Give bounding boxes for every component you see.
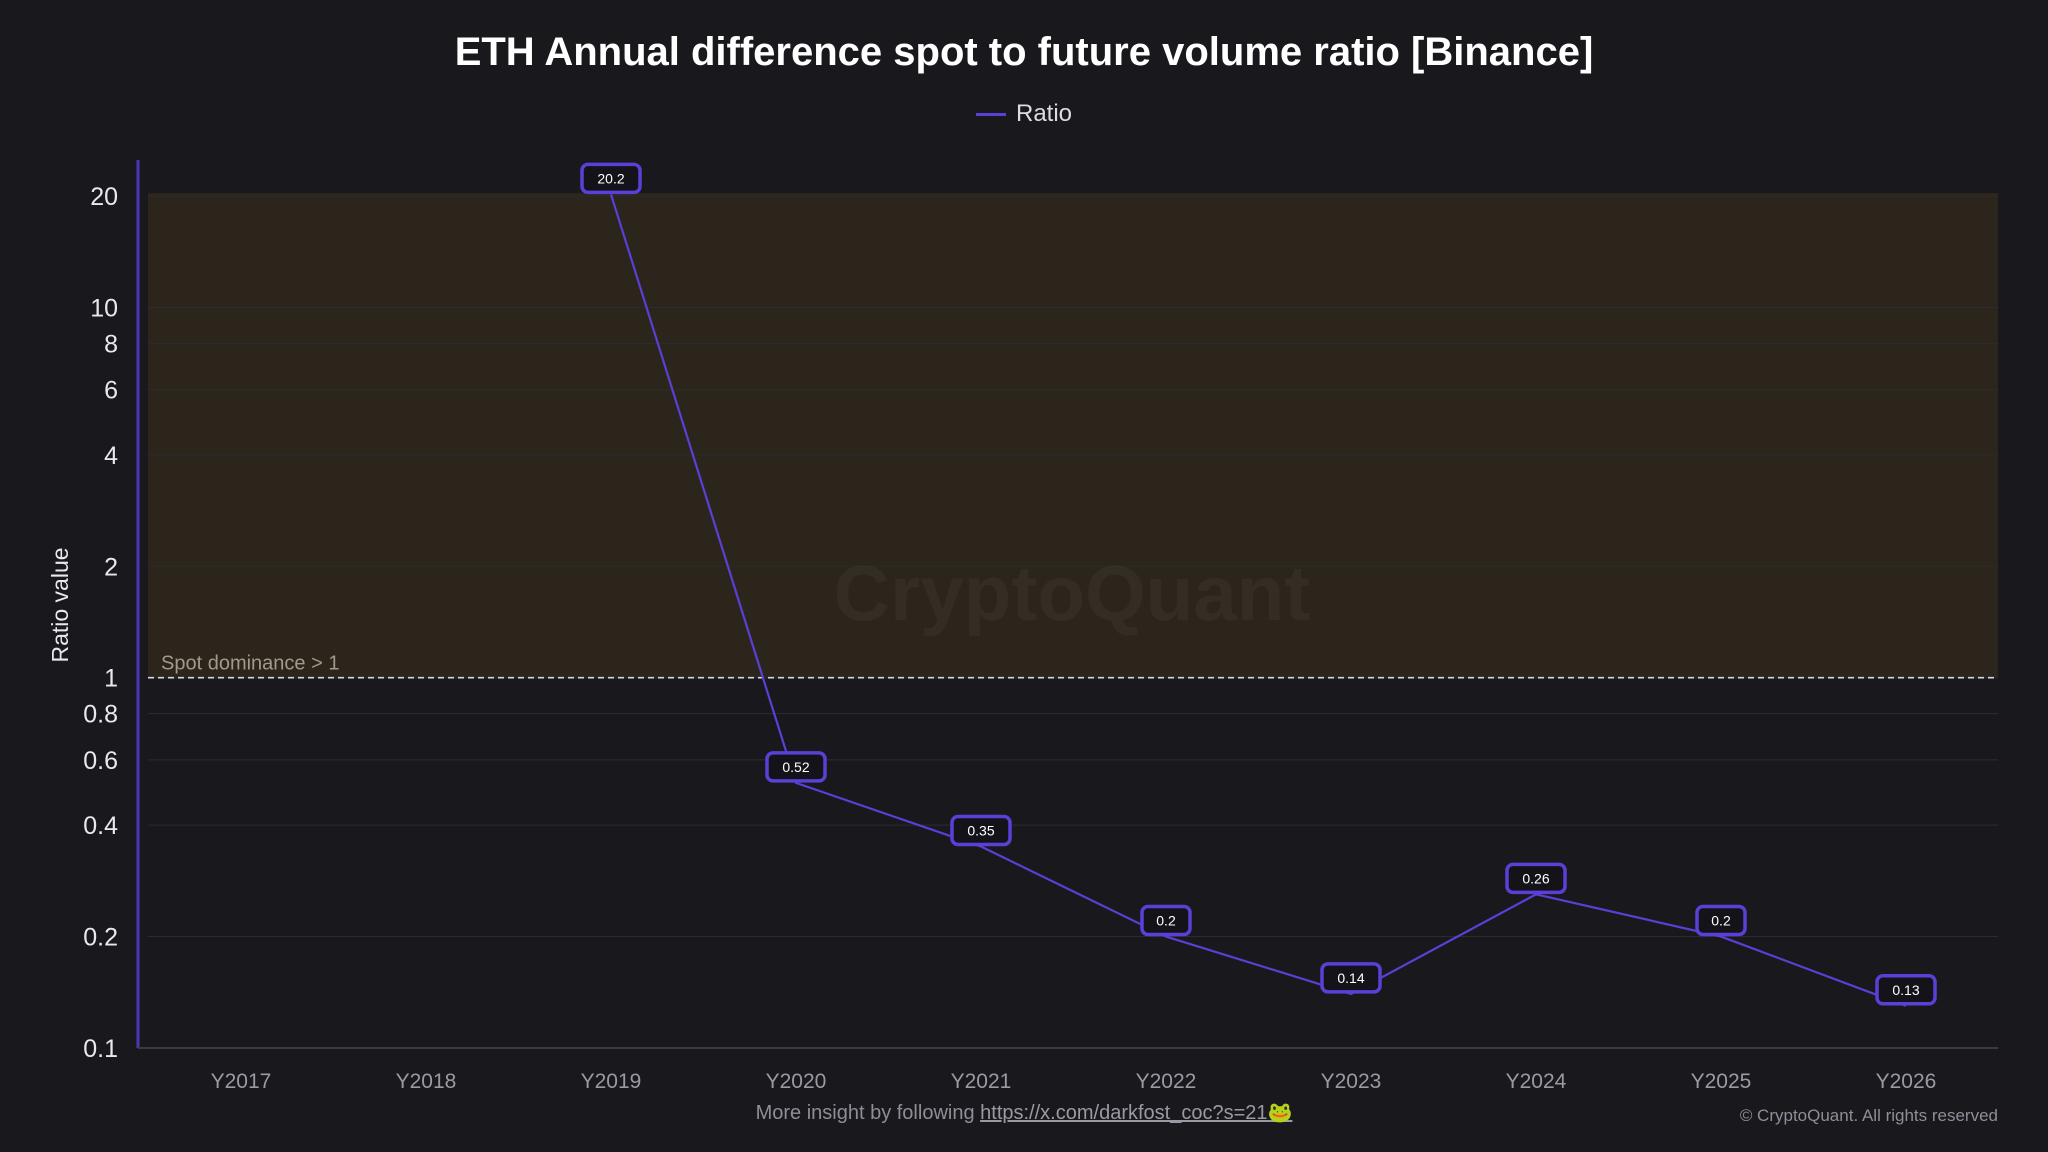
data-label: 0.2 (1156, 913, 1176, 929)
x-tick-label: Y2020 (766, 1070, 827, 1093)
data-point-marker (1875, 974, 1937, 1006)
data-point-marker (1695, 904, 1747, 937)
data-label: 0.26 (1522, 870, 1549, 886)
y-tick-label: 20 (90, 183, 118, 211)
y-tick-label: 0.1 (83, 1035, 118, 1063)
chart-title: ETH Annual difference spot to future vol… (454, 30, 1594, 74)
data-label: 0.2 (1711, 913, 1731, 929)
legend-swatch-ratio (975, 112, 1006, 116)
x-tick-label: Y2017 (211, 1070, 272, 1093)
threshold-label: Spot dominance > 1 (161, 653, 339, 675)
y-tick-label: 1 (104, 665, 118, 693)
y-axis-title: Ratio value (47, 547, 73, 662)
y-tick-label: 8 (104, 330, 118, 358)
x-tick-label: Y2019 (581, 1070, 642, 1093)
x-tick-label: Y2026 (1876, 1070, 1937, 1093)
legend[interactable]: Ratio (0, 100, 2048, 128)
data-point-marker (1320, 962, 1382, 994)
y-tick-label: 0.6 (83, 747, 118, 775)
data-point-marker (1505, 862, 1567, 895)
x-tick-label: Y2023 (1321, 1070, 1382, 1093)
y-tick-label: 4 (104, 442, 118, 470)
series-line-ratio (609, 194, 1907, 1007)
data-point-marker (580, 162, 642, 195)
x-tick-label: Y2024 (1506, 1070, 1567, 1093)
x-tick-label: Y2018 (396, 1070, 457, 1093)
data-point-marker (950, 814, 1012, 847)
spot-dominance-region (148, 193, 1998, 678)
y-tick-label: 2 (104, 553, 118, 581)
x-tick-label: Y2022 (1136, 1070, 1197, 1093)
copyright-notice: © CryptoQuant. All rights reserved (1739, 1106, 1998, 1125)
y-tick-label: 0.8 (83, 701, 118, 729)
data-label: 0.52 (782, 759, 809, 775)
footer-link[interactable]: https://x.com/darkfost_coc?s=21🐸 (980, 1102, 1292, 1124)
y-tick-label: 0.4 (83, 812, 118, 840)
legend-label-ratio: Ratio (1015, 100, 1073, 127)
data-label: 0.13 (1892, 982, 1919, 998)
data-point-marker (1140, 904, 1192, 937)
watermark: CryptoQuant (834, 549, 1311, 637)
x-tick-label: Y2021 (951, 1070, 1012, 1093)
y-tick-label: 0.2 (83, 924, 118, 952)
data-label: 0.35 (967, 823, 994, 839)
y-tick-label: 10 (90, 294, 118, 322)
x-tick-label: Y2025 (1691, 1070, 1752, 1093)
data-label: 0.14 (1337, 970, 1364, 986)
footer-insight: More insight by following https://x.com/… (0, 1100, 2048, 1125)
frog-emoji-icon: 🐸 (1267, 1102, 1293, 1124)
data-label: 20.2 (597, 170, 624, 186)
footer-insight-text: More insight by following (755, 1102, 975, 1124)
footer-link-text: https://x.com/darkfost_coc?s=21 (980, 1102, 1268, 1124)
y-tick-label: 6 (104, 377, 118, 405)
data-point-marker (765, 751, 827, 783)
